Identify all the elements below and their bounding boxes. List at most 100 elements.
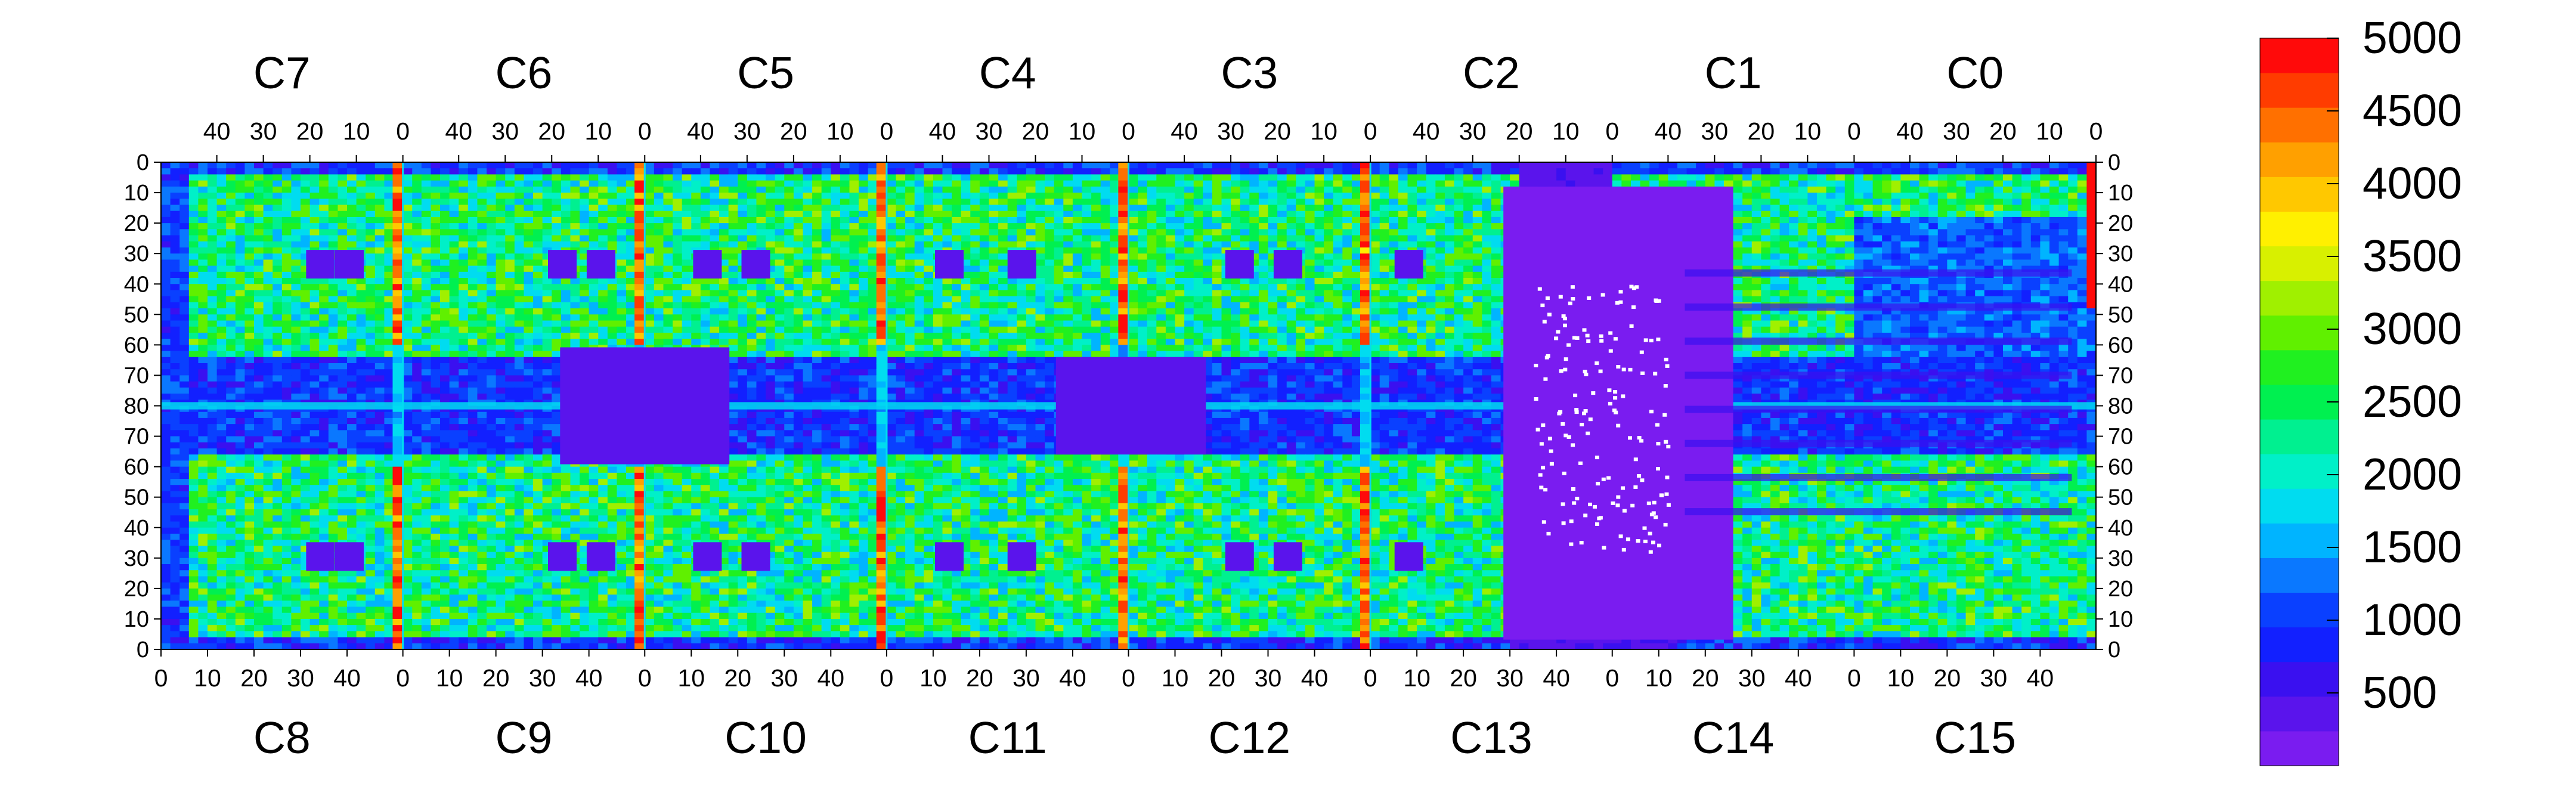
heat-cell xyxy=(1231,332,1241,339)
heat-cell xyxy=(1147,241,1157,248)
heat-cell xyxy=(1268,253,1278,260)
heat-cell xyxy=(477,205,487,212)
heat-cell xyxy=(989,290,999,297)
heat-cell xyxy=(1193,199,1203,206)
heat-cell xyxy=(924,320,934,327)
heat-cell xyxy=(384,278,394,284)
heat-cell xyxy=(1203,296,1213,303)
heat-cell xyxy=(421,339,432,345)
heat-cell xyxy=(1351,193,1362,199)
heat-cell xyxy=(254,205,264,212)
heat-cell xyxy=(1110,345,1120,352)
heat-cell xyxy=(1026,241,1036,248)
heat-cell xyxy=(291,314,301,321)
heat-cell xyxy=(598,168,608,175)
heat-cell xyxy=(338,351,348,358)
heat-cell xyxy=(1082,314,1092,321)
heat-cell xyxy=(1128,186,1138,193)
heat-cell xyxy=(188,302,199,309)
heat-cell xyxy=(989,223,999,230)
heat-cell xyxy=(970,369,980,376)
heat-cell xyxy=(1212,247,1222,254)
heat-cell xyxy=(1082,229,1092,236)
heat-cell xyxy=(1147,296,1157,303)
heat-cell xyxy=(487,271,497,278)
heat-cell xyxy=(421,253,432,260)
heat-cell xyxy=(374,351,385,358)
heat-cell xyxy=(1277,332,1287,339)
heat-cell xyxy=(989,162,999,169)
heat-cell xyxy=(728,284,738,291)
heat-cell xyxy=(449,363,459,370)
heat-cell xyxy=(1351,210,1362,218)
heat-cell xyxy=(1035,271,1045,278)
heat-cell xyxy=(924,229,934,236)
heat-cell xyxy=(1175,284,1185,291)
heat-cell xyxy=(914,351,924,358)
heat-cell xyxy=(208,314,218,321)
heat-cell xyxy=(747,308,757,315)
heat-cell xyxy=(273,247,283,254)
heat-cell xyxy=(1138,259,1148,267)
heat-cell xyxy=(505,284,515,291)
heat-cell xyxy=(208,278,218,284)
heat-cell xyxy=(1175,265,1185,273)
heat-cell xyxy=(449,387,459,394)
heat-cell xyxy=(793,381,804,388)
heat-cell xyxy=(328,339,339,345)
heat-cell xyxy=(886,357,897,364)
heat-cell xyxy=(170,186,180,193)
heat-cell xyxy=(198,235,208,242)
heat-cell xyxy=(1147,265,1157,273)
heat-cell xyxy=(226,345,236,352)
heat-cell xyxy=(402,247,413,254)
heat-cell xyxy=(961,180,971,187)
heat-cell xyxy=(710,314,720,321)
heat-cell xyxy=(970,284,980,291)
heat-cell xyxy=(1054,162,1064,169)
heat-cell xyxy=(1026,223,1036,230)
heat-cell xyxy=(291,253,301,260)
heat-cell xyxy=(421,302,432,309)
heat-cell xyxy=(1017,387,1027,394)
heat-cell xyxy=(933,381,943,388)
heat-cell xyxy=(1258,216,1269,224)
heat-cell xyxy=(338,284,348,291)
heat-cell xyxy=(263,308,273,315)
heat-cell xyxy=(766,216,776,224)
heat-cell xyxy=(859,284,869,291)
heat-cell xyxy=(496,253,506,260)
heat-cell xyxy=(812,284,822,291)
heat-cell xyxy=(1147,186,1157,193)
heat-cell xyxy=(1045,180,1055,187)
heat-cell xyxy=(1165,162,1176,169)
heat-cell xyxy=(402,180,413,187)
heat-cell xyxy=(496,271,506,278)
heat-cell xyxy=(477,326,487,333)
heat-cell xyxy=(281,223,292,230)
heat-cell xyxy=(1296,339,1306,345)
heat-cell xyxy=(598,180,608,187)
heat-cell xyxy=(626,229,636,236)
heat-cell xyxy=(859,381,869,388)
heat-cell xyxy=(821,332,831,339)
heat-cell xyxy=(561,180,571,187)
heat-cell xyxy=(467,247,478,254)
heat-cell xyxy=(440,363,450,370)
heat-cell xyxy=(552,278,562,284)
heat-cell xyxy=(533,320,543,327)
heat-cell xyxy=(281,351,292,358)
heat-cell xyxy=(1184,241,1194,248)
heat-cell xyxy=(868,369,878,376)
heat-cell xyxy=(589,296,599,303)
heat-cell xyxy=(477,284,487,291)
heat-cell xyxy=(728,168,738,175)
heat-cell xyxy=(235,290,246,297)
heat-cell xyxy=(1203,229,1213,236)
heat-cell xyxy=(570,235,580,242)
heat-cell xyxy=(505,253,515,260)
heat-cell xyxy=(1324,180,1334,187)
heat-cell xyxy=(1026,357,1036,364)
heat-cell xyxy=(1147,259,1157,267)
heat-cell xyxy=(1045,168,1055,175)
